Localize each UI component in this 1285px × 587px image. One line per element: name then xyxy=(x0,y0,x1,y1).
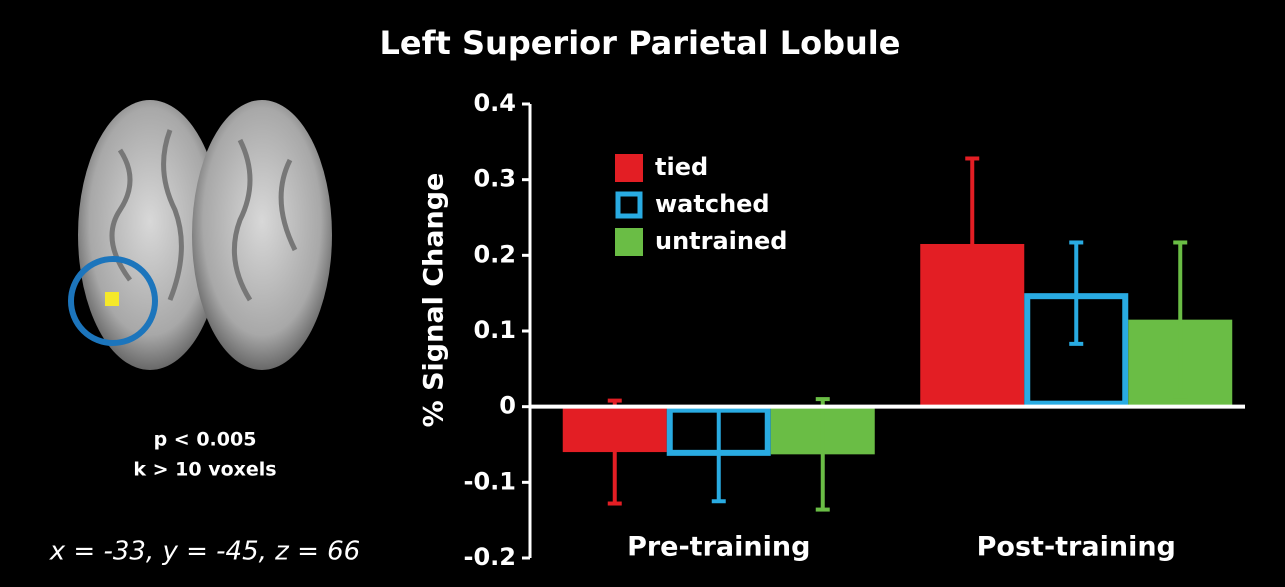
x-tick-label: Pre-training xyxy=(627,532,810,563)
y-tick-label: 0 xyxy=(499,392,516,420)
y-axis-label: % Signal Change xyxy=(419,173,450,428)
y-tick-label: 0.4 xyxy=(473,89,516,117)
activation xyxy=(105,292,119,306)
chart: Left Superior Parietal Lobule p < 0.005 … xyxy=(0,0,1285,587)
legend-swatch xyxy=(615,154,643,182)
legend-label: watched xyxy=(655,190,770,218)
y-tick-label: -0.2 xyxy=(464,543,516,571)
legend-label: tied xyxy=(655,153,708,181)
legend-swatch xyxy=(615,228,643,256)
y-tick-label: -0.1 xyxy=(464,467,516,495)
x-tick-label: Post-training xyxy=(977,532,1176,563)
y-tick-label: 0.3 xyxy=(473,165,516,193)
page: Left Superior Parietal Lobule p < 0.005 … xyxy=(0,0,1285,587)
chart-title: Left Superior Parietal Lobule xyxy=(380,24,901,62)
y-tick-label: 0.2 xyxy=(473,240,516,268)
right-hemisphere xyxy=(192,100,332,370)
annotation: p < 0.005 xyxy=(154,429,257,451)
annotation: k > 10 voxels xyxy=(133,459,276,481)
annotation: x = -33, y = -45, z = 66 xyxy=(49,537,360,567)
y-tick-label: 0.1 xyxy=(473,316,516,344)
legend-label: untrained xyxy=(655,227,787,255)
